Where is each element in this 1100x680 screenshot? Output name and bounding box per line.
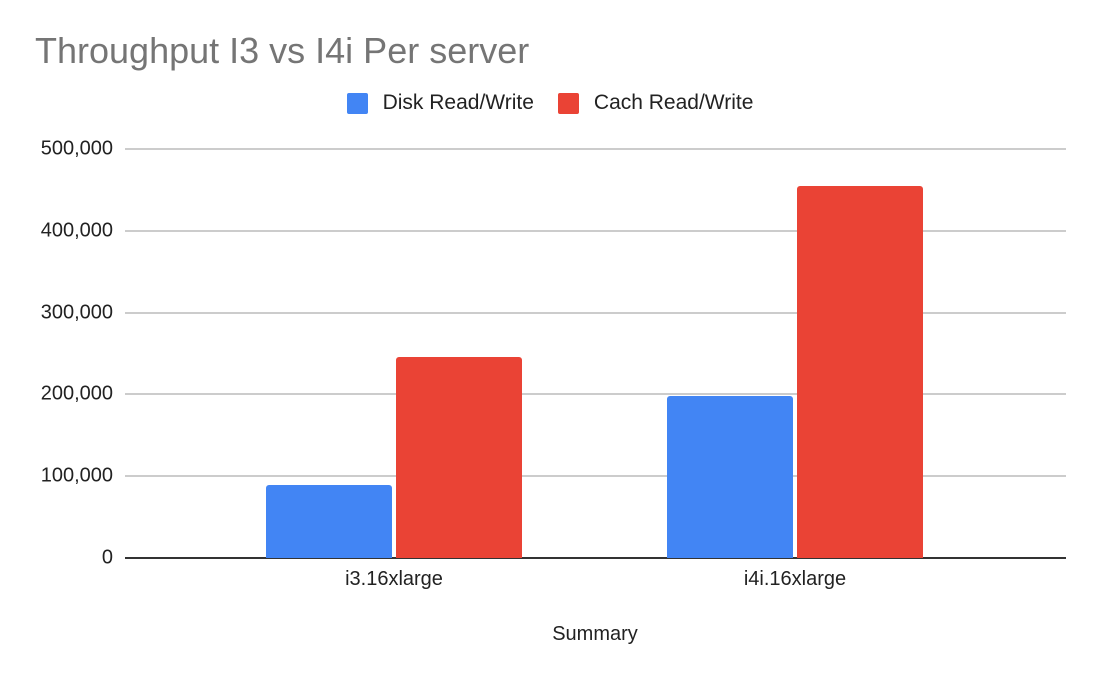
gridline (125, 393, 1066, 396)
legend-swatch-disk (346, 92, 368, 114)
legend-label-disk: Disk Read/Write (382, 91, 534, 114)
legend-item-disk[interactable]: Disk Read/Write (346, 91, 534, 115)
x-axis-title: Summary (552, 623, 638, 645)
gridline (125, 229, 1066, 232)
y-tick-label: 500,000 (40, 137, 113, 160)
y-tick-label: 400,000 (40, 219, 113, 242)
chart-title: Throughput I3 vs I4i Per server (35, 30, 530, 71)
gridline (125, 148, 1066, 150)
gridline (125, 311, 1066, 314)
x-axis-line (125, 557, 1066, 559)
x-tick-label: i4i.16xlarge (743, 568, 847, 590)
x-tick-label: i3.16xlarge (345, 568, 443, 590)
y-tick-label: 100,000 (40, 464, 113, 487)
chart-legend: Disk Read/Write Cach Read/Write (0, 91, 1100, 115)
y-tick-label: 300,000 (40, 301, 113, 324)
legend-item-cache[interactable]: Cach Read/Write (557, 91, 754, 115)
legend-swatch-cache (557, 92, 579, 114)
bar-cache-0[interactable] (396, 356, 522, 558)
y-tick-label: 0 (101, 546, 113, 569)
bar-disk-1[interactable] (667, 396, 793, 558)
legend-label-cache: Cach Read/Write (593, 91, 754, 114)
bar-cache-1[interactable] (797, 185, 923, 558)
gridline (125, 475, 1066, 478)
bar-disk-0[interactable] (266, 485, 392, 558)
y-tick-label: 200,000 (40, 382, 113, 405)
